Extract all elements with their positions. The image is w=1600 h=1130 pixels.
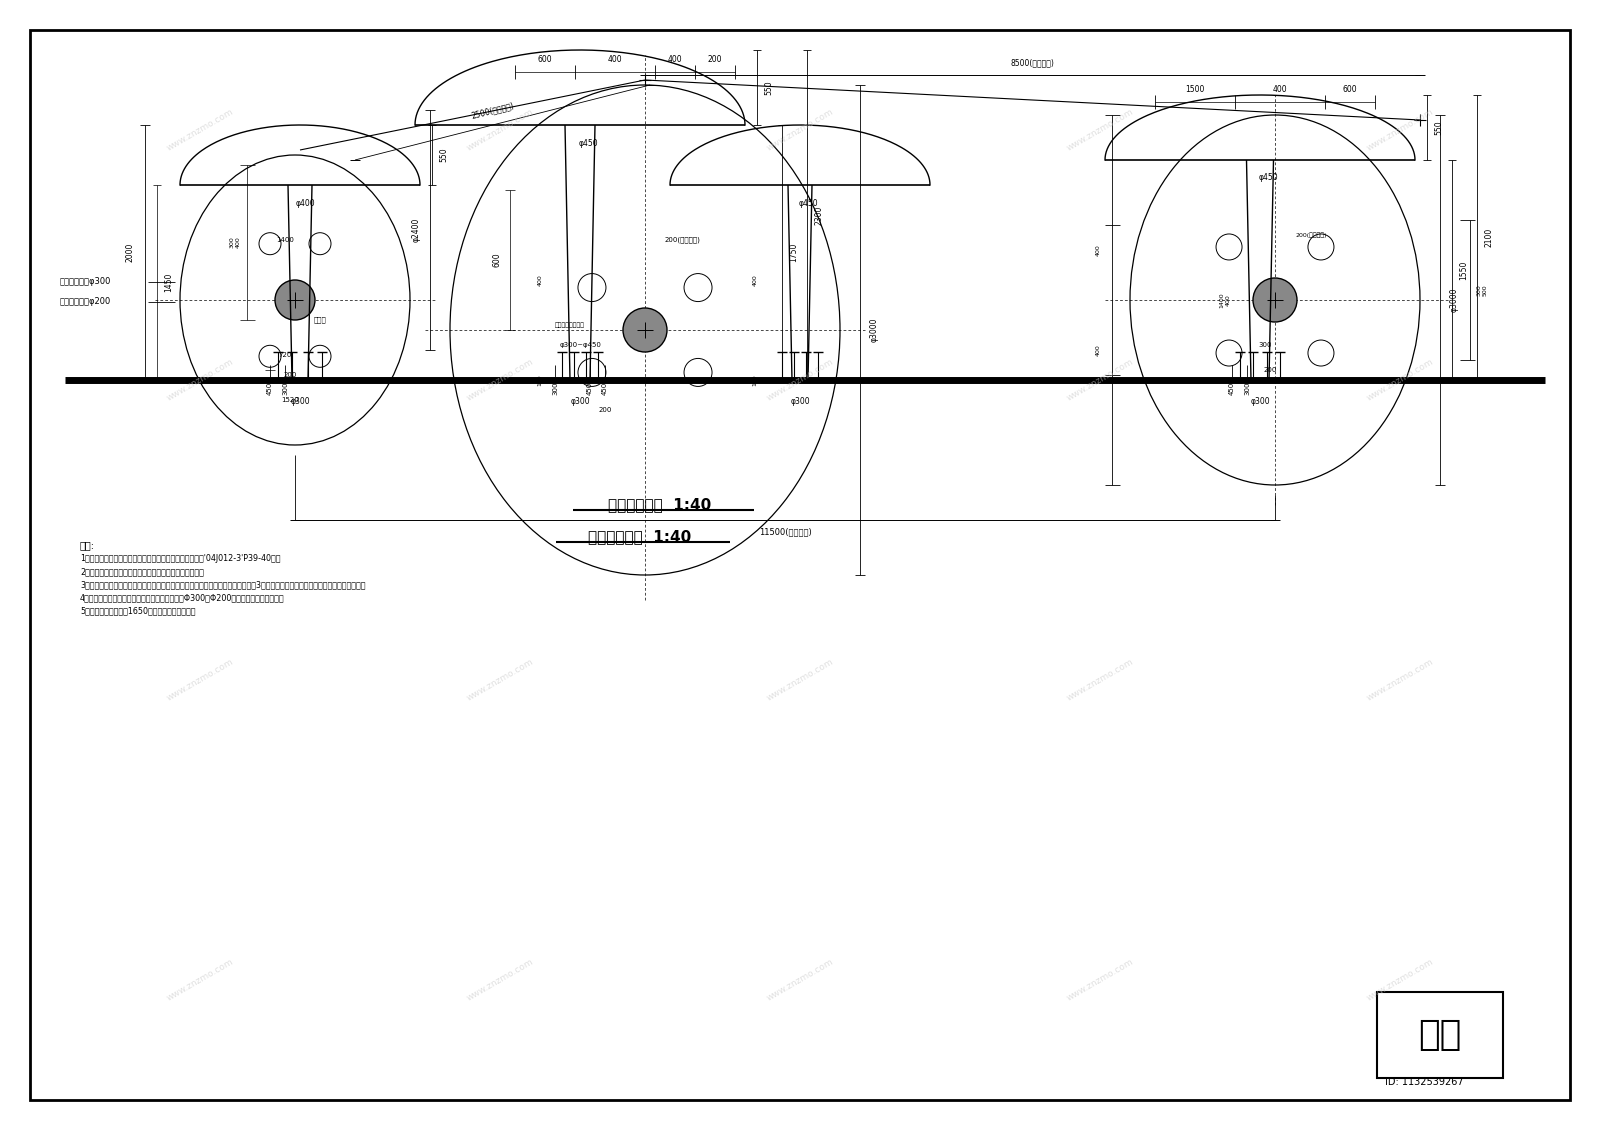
Text: 1450: 1450 — [165, 272, 173, 293]
Text: φ2400: φ2400 — [411, 218, 421, 242]
Text: 300
500: 300 500 — [1477, 284, 1488, 296]
Text: 3、仿蘑菇亭采用单柱强性钢筋混凝土结构，现场振捣型钢制。仿蘑菇亭柱及顶内做3厚白水泥石膏腻子整塑形状底，颜外根据色凭感。: 3、仿蘑菇亭采用单柱强性钢筋混凝土结构，现场振捣型钢制。仿蘑菇亭柱及顶内做3厚白… — [80, 580, 365, 589]
Text: φ400: φ400 — [294, 199, 315, 208]
Circle shape — [275, 280, 315, 320]
Text: www.znzmo.com: www.znzmo.com — [1066, 357, 1134, 402]
Text: www.znzmo.com: www.znzmo.com — [165, 107, 235, 153]
Text: 仿小蘑菇直径φ300: 仿小蘑菇直径φ300 — [61, 278, 112, 287]
Text: 300: 300 — [1258, 342, 1272, 348]
Text: 400: 400 — [1272, 85, 1288, 94]
Text: 1400: 1400 — [277, 237, 294, 243]
Text: 550: 550 — [765, 80, 773, 95]
Text: www.znzmo.com: www.znzmo.com — [466, 658, 534, 703]
Text: 550: 550 — [440, 148, 448, 163]
Text: 300: 300 — [1245, 381, 1250, 394]
Text: www.znzmo.com: www.znzmo.com — [1365, 658, 1435, 703]
Text: www.znzmo.com: www.znzmo.com — [1066, 658, 1134, 703]
Text: 550: 550 — [1435, 120, 1443, 134]
Text: 200(建筑距离): 200(建筑距离) — [666, 236, 701, 243]
Circle shape — [622, 308, 667, 353]
Text: 200: 200 — [283, 372, 296, 379]
Text: 450: 450 — [587, 382, 594, 394]
Text: 600: 600 — [493, 253, 501, 268]
Text: 450: 450 — [602, 382, 608, 394]
Text: φ450: φ450 — [1258, 174, 1278, 183]
Text: 8500(建筑距离): 8500(建筑距离) — [1011, 59, 1054, 68]
Text: 200: 200 — [1264, 367, 1277, 373]
Text: www.znzmo.com: www.znzmo.com — [765, 107, 835, 153]
Text: www.znzmo.com: www.znzmo.com — [765, 957, 835, 1002]
Text: 5、基础埋深为地面下1650，并应基在混土层上。: 5、基础埋深为地面下1650，并应基在混土层上。 — [80, 606, 195, 615]
Text: www.znzmo.com: www.znzmo.com — [466, 957, 534, 1002]
Text: ID: 1132539267: ID: 1132539267 — [1386, 1077, 1464, 1087]
Text: 2000: 2000 — [125, 243, 134, 262]
Text: 11500(建筑距离): 11500(建筑距离) — [758, 528, 811, 537]
Text: 4、仿小蘑菇底座为预制钢筋混凝土构件，规格为Φ300、Φ200两种，数量见本图所示。: 4、仿小蘑菇底座为预制钢筋混凝土构件，规格为Φ300、Φ200两种，数量见本图所… — [80, 593, 285, 602]
Text: 2100: 2100 — [1485, 228, 1493, 247]
Text: 300: 300 — [282, 381, 288, 394]
Text: www.znzmo.com: www.znzmo.com — [1365, 957, 1435, 1002]
Text: 1520: 1520 — [282, 397, 299, 403]
Text: 2、地面铺装材料，做法详见铺装平面图及铺装做法详图。: 2、地面铺装材料，做法详见铺装平面图及铺装做法详图。 — [80, 567, 203, 576]
Text: www.znzmo.com: www.znzmo.com — [765, 658, 835, 703]
Text: 400: 400 — [752, 275, 757, 286]
Text: 200: 200 — [598, 407, 611, 412]
Text: φ3000: φ3000 — [869, 318, 878, 342]
Text: 蘑菇亭立面图  1:40: 蘑菇亭立面图 1:40 — [608, 497, 712, 513]
Text: 600: 600 — [1342, 85, 1357, 94]
Text: www.znzmo.com: www.znzmo.com — [1066, 107, 1134, 153]
Text: φ300~φ450: φ300~φ450 — [560, 342, 602, 348]
Text: 400: 400 — [538, 275, 542, 286]
Text: www.znzmo.com: www.znzmo.com — [165, 957, 235, 1002]
Text: www.znzmo.com: www.znzmo.com — [165, 658, 235, 703]
Text: www.znzmo.com: www.znzmo.com — [1365, 357, 1435, 402]
Text: 600: 600 — [538, 54, 552, 63]
Text: www.znzmo.com: www.znzmo.com — [1365, 107, 1435, 153]
Text: 1500: 1500 — [1186, 85, 1205, 94]
Text: www.znzmo.com: www.znzmo.com — [466, 357, 534, 402]
Text: www.znzmo.com: www.znzmo.com — [165, 357, 235, 402]
Text: φ300: φ300 — [790, 398, 810, 407]
Text: 200: 200 — [707, 54, 722, 63]
Text: φ450: φ450 — [798, 199, 818, 208]
Text: 2300: 2300 — [814, 206, 824, 225]
Text: 仿小蘑菇直径φ200: 仿小蘑菇直径φ200 — [61, 297, 112, 306]
Text: φ3000: φ3000 — [1450, 288, 1459, 312]
Text: 400: 400 — [608, 54, 622, 63]
Text: 300
400: 300 400 — [230, 236, 240, 249]
Text: 450: 450 — [1229, 382, 1235, 394]
Text: 100: 100 — [538, 374, 542, 385]
Text: 720: 720 — [278, 353, 291, 358]
Text: 450: 450 — [267, 382, 274, 394]
Text: www.znzmo.com: www.znzmo.com — [466, 107, 534, 153]
Text: 工字钢: 工字钢 — [314, 316, 326, 323]
Text: 弹性钢筋混凝土柱: 弹性钢筋混凝土柱 — [555, 322, 586, 328]
Text: 200(建筑距离): 200(建筑距离) — [1294, 232, 1326, 237]
Text: www.znzmo.com: www.znzmo.com — [765, 357, 835, 402]
Text: φ450: φ450 — [578, 139, 598, 148]
Circle shape — [1253, 278, 1298, 322]
Text: 说明:: 说明: — [80, 540, 94, 550]
Text: 1、蘑菇亭施工时于，立面参照本图纸，结构做法详见图集'04J012-3'P39-40页。: 1、蘑菇亭施工时于，立面参照本图纸，结构做法详见图集'04J012-3'P39-… — [80, 554, 280, 563]
Text: www.znzmo.com: www.znzmo.com — [1066, 957, 1134, 1002]
Text: φ300: φ300 — [290, 398, 310, 407]
Text: 1400
400: 1400 400 — [1219, 293, 1230, 307]
Text: 1750: 1750 — [789, 243, 798, 262]
Text: 100: 100 — [752, 374, 757, 385]
Text: 400: 400 — [1096, 244, 1101, 255]
Text: 400: 400 — [1096, 345, 1101, 356]
Text: 1550: 1550 — [1459, 260, 1469, 280]
Text: 知末: 知末 — [1418, 1018, 1462, 1052]
Text: φ300: φ300 — [570, 398, 590, 407]
Text: 400: 400 — [667, 54, 682, 63]
Text: 2500(建筑距离): 2500(建筑距离) — [470, 101, 515, 120]
Text: 蘑菇亭平面图  1:40: 蘑菇亭平面图 1:40 — [589, 530, 691, 545]
FancyBboxPatch shape — [1378, 992, 1502, 1078]
Text: φ300: φ300 — [1250, 398, 1270, 407]
Text: 300: 300 — [552, 381, 558, 394]
